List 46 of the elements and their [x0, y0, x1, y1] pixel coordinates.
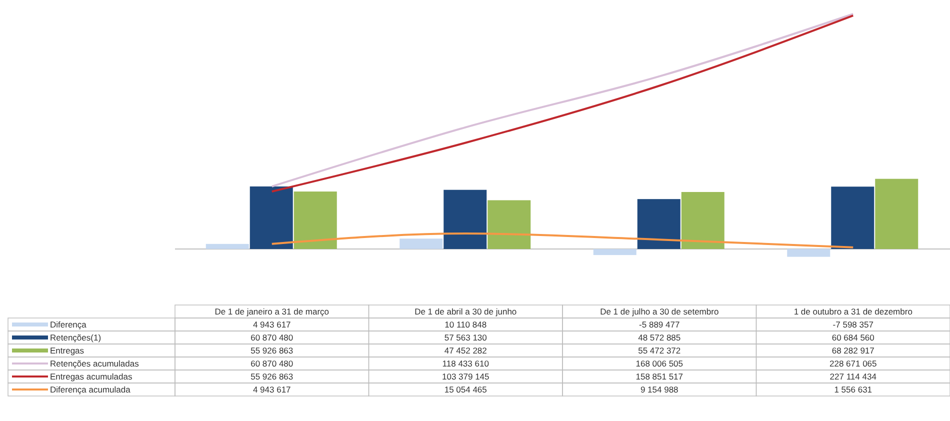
- bar: [400, 238, 443, 249]
- bar: [488, 200, 531, 249]
- legend-label: Diferença: [50, 320, 87, 330]
- bar: [294, 192, 337, 249]
- data-label: 68 282 917: [832, 346, 875, 356]
- data-label: 55 926 863: [250, 346, 294, 356]
- x-tick-label: De 1 de abril a 30 de junho: [414, 306, 517, 316]
- legend-label: Entregas acumuladas: [50, 372, 132, 382]
- bar: [875, 178, 918, 249]
- data-label: -5 889 477: [639, 320, 680, 330]
- data-label: 57 563 130: [444, 332, 488, 342]
- x-tick-label: De 1 de janeiro a 31 de março: [214, 306, 330, 316]
- data-label: 47 452 282: [444, 346, 488, 356]
- data-label: 4 943 617: [252, 384, 292, 394]
- data-label: 15 054 465: [444, 384, 488, 394]
- legend-label: Retenções acumuladas: [50, 358, 139, 368]
- data-label: 118 433 610: [442, 358, 490, 368]
- bar: [250, 186, 293, 249]
- bar: [593, 249, 636, 256]
- data-label: 60 870 480: [250, 332, 294, 342]
- bar: [831, 186, 874, 249]
- data-label: 55 472 372: [638, 346, 681, 356]
- legend-label: Entregas: [50, 346, 84, 356]
- data-label: 158 851 517: [636, 372, 684, 382]
- data-label: 227 114 434: [830, 372, 877, 382]
- x-tick-label: 1 de outubro a 31 de dezembro: [794, 306, 913, 316]
- data-label: 10 110 848: [444, 320, 487, 330]
- bar: [681, 192, 724, 249]
- data-label: 4 943 617: [252, 320, 292, 330]
- legend-label: Retenções(1): [50, 332, 102, 342]
- data-label: 55 926 863: [250, 372, 294, 382]
- x-tick-label: De 1 de julho a 30 de setembro: [600, 306, 719, 316]
- data-label: 9 154 988: [640, 384, 679, 394]
- data-label: 228 671 065: [829, 358, 878, 368]
- bar: [637, 199, 680, 249]
- data-label: 60 684 560: [832, 332, 875, 342]
- bar: [787, 249, 830, 257]
- bar: [444, 190, 487, 249]
- data-label: -7 598 357: [832, 320, 874, 330]
- data-label: 60 870 480: [250, 358, 294, 368]
- bar: [206, 244, 249, 249]
- data-label: 1 556 631: [834, 384, 872, 394]
- data-label: 48 572 885: [638, 332, 681, 342]
- data-label: 103 379 145: [442, 372, 490, 382]
- legend-label: Diferença acumulada: [50, 384, 131, 394]
- data-label: 168 006 505: [636, 358, 684, 368]
